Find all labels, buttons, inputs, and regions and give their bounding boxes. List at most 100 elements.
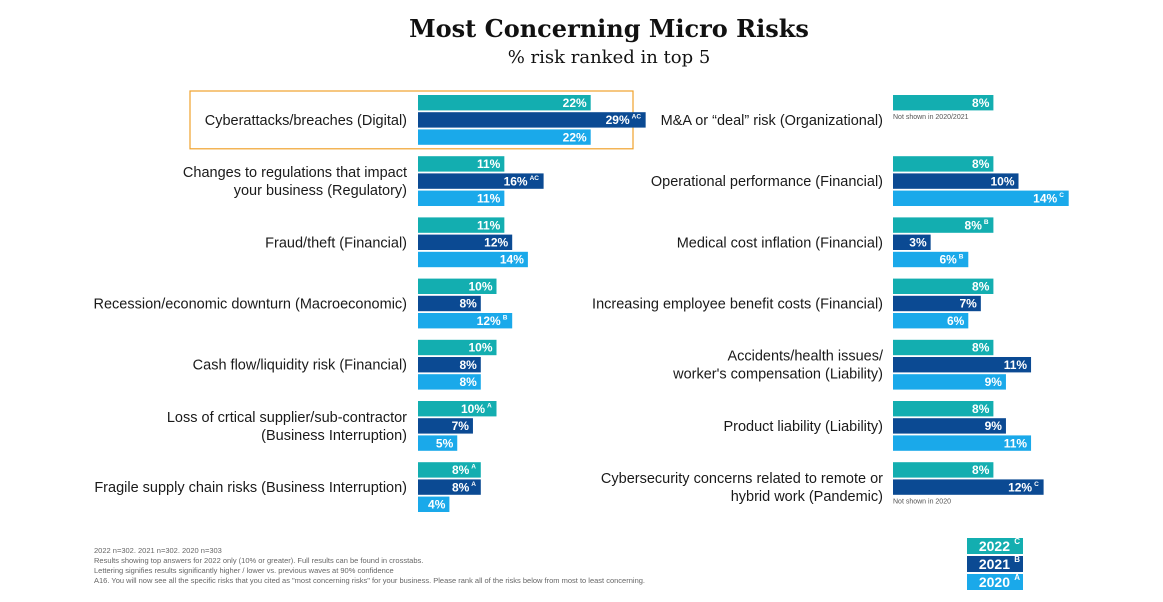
category-label: Recession/economic downturn (Macroeconom… [94, 297, 408, 313]
bar-2022 [418, 462, 481, 478]
bar-2020 [418, 374, 481, 390]
bar-value-label: 8% [972, 96, 990, 110]
bar-2020 [893, 374, 1006, 390]
bar-value-label: 14% [1033, 192, 1057, 206]
bar-value-label: 8% [452, 463, 470, 477]
significance-letter: AC [632, 114, 642, 121]
bar-value-label: 22% [563, 130, 587, 144]
category-label: Cybersecurity concerns related to remote… [601, 471, 883, 487]
footnote-question: A16. You will now see all the specific r… [94, 576, 645, 585]
category-label: Fraud/theft (Financial) [265, 235, 407, 251]
footnotes: 2022 n=302. 2021 n=302. 2020 n=303 Resul… [94, 546, 645, 586]
bar-value-label: 12% [1008, 480, 1032, 494]
bar-value-label: 10% [468, 341, 492, 355]
category-label: Operational performance (Financial) [651, 174, 883, 190]
legend-letter: C [1014, 537, 1020, 546]
legend: 2022 C 2021 B 2020 A [967, 537, 1023, 592]
bar-value-label: 8% [459, 297, 477, 311]
footnote-lettering: Lettering signifies results significantl… [94, 566, 394, 575]
bar-2021 [418, 112, 646, 128]
bar-2020 [893, 251, 969, 268]
bar-value-label: 11% [1004, 358, 1028, 372]
significance-letter: A [487, 403, 492, 410]
bar-value-label: 11% [477, 192, 501, 206]
bar-2021 [418, 173, 544, 189]
bar-2020 [893, 435, 1032, 451]
significance-letter: B [959, 253, 964, 260]
bar-value-label: 11% [477, 157, 501, 171]
bar-value-label: 10% [461, 402, 485, 416]
bar-value-label: 14% [500, 253, 524, 267]
bar-value-label: 8% [972, 463, 990, 477]
significance-letter: AC [530, 175, 540, 182]
category-label: Medical cost inflation (Financial) [677, 235, 883, 251]
bar-value-label: 10% [468, 280, 492, 294]
bar-2021 [893, 418, 1006, 434]
bar-2022 [418, 401, 497, 417]
category-label: Loss of crtical supplier/sub-contractor [167, 410, 407, 426]
bar-2021 [893, 173, 1019, 189]
bar-2022 [418, 217, 505, 233]
not-shown-note: Not shown in 2020/2021 [893, 114, 969, 121]
category-label: Product liability (Liability) [723, 419, 883, 435]
bar-2020 [418, 313, 513, 329]
significance-letter: A [471, 481, 476, 488]
category-label: Cash flow/liquidity risk (Financial) [193, 358, 407, 374]
bar-2021 [418, 418, 473, 434]
category-label: worker's compensation (Liability) [672, 367, 883, 383]
bar-value-label: 7% [960, 297, 978, 311]
bar-2020 [418, 496, 450, 512]
significance-letter: B [503, 315, 508, 322]
bar-2022 [893, 339, 994, 356]
significance-letter: B [984, 219, 989, 226]
bar-2021 [418, 295, 481, 312]
footnote-results: Results showing top answers for 2022 onl… [94, 556, 424, 565]
bar-value-label: 5% [436, 436, 454, 450]
bar-value-label: 12% [477, 314, 501, 328]
bar-value-label: 7% [452, 419, 470, 433]
bar-value-label: 9% [985, 419, 1003, 433]
category-label: Increasing employee benefit costs (Finan… [592, 297, 883, 313]
bar-value-label: 3% [909, 236, 927, 250]
bar-value-label: 8% [459, 358, 477, 372]
category-label: (Business Interruption) [261, 428, 407, 444]
bar-value-label: 8% [965, 218, 983, 232]
bar-value-label: 16% [504, 174, 528, 188]
bar-value-label: 12% [484, 236, 508, 250]
legend-year: 2022 [978, 538, 1010, 554]
category-label: M&A or “deal” risk (Organizational) [661, 113, 883, 129]
legend-item-2020: 2020 A [967, 573, 1023, 590]
bar-2022 [418, 278, 497, 294]
significance-letter: C [1059, 192, 1064, 199]
bar-2022 [418, 95, 591, 111]
bar-value-label: 4% [428, 498, 446, 512]
bar-2022 [893, 401, 994, 417]
bar-value-label: 8% [459, 375, 477, 389]
bar-2022 [418, 156, 505, 172]
bar-2022 [893, 156, 994, 172]
bar-value-label: 6% [939, 253, 957, 267]
bar-value-label: 8% [452, 480, 470, 494]
chart-title: Most Concerning Micro Risks [409, 14, 809, 43]
bar-2022 [893, 95, 994, 111]
legend-letter: A [1014, 573, 1020, 582]
bar-value-label: 8% [972, 280, 990, 294]
category-label: Changes to regulations that impact [183, 165, 407, 181]
bar-2021 [418, 357, 481, 373]
bar-2021 [418, 234, 513, 250]
bar-2022 [893, 217, 994, 233]
category-label: hybrid work (Pandemic) [731, 489, 883, 505]
bar-2020 [418, 190, 505, 206]
category-label: your business (Regulatory) [234, 183, 407, 199]
bar-value-label: 8% [972, 341, 990, 355]
not-shown-note: Not shown in 2020 [893, 499, 951, 506]
bar-2021 [893, 234, 931, 250]
bar-2022 [893, 278, 994, 294]
significance-letter: C [1034, 481, 1039, 488]
legend-item-2022: 2022 C [967, 537, 1023, 554]
bar-2021 [893, 357, 1032, 373]
bar-2022 [893, 462, 994, 478]
bar-value-label: 6% [947, 314, 965, 328]
legend-item-2021: 2021 B [967, 555, 1023, 572]
